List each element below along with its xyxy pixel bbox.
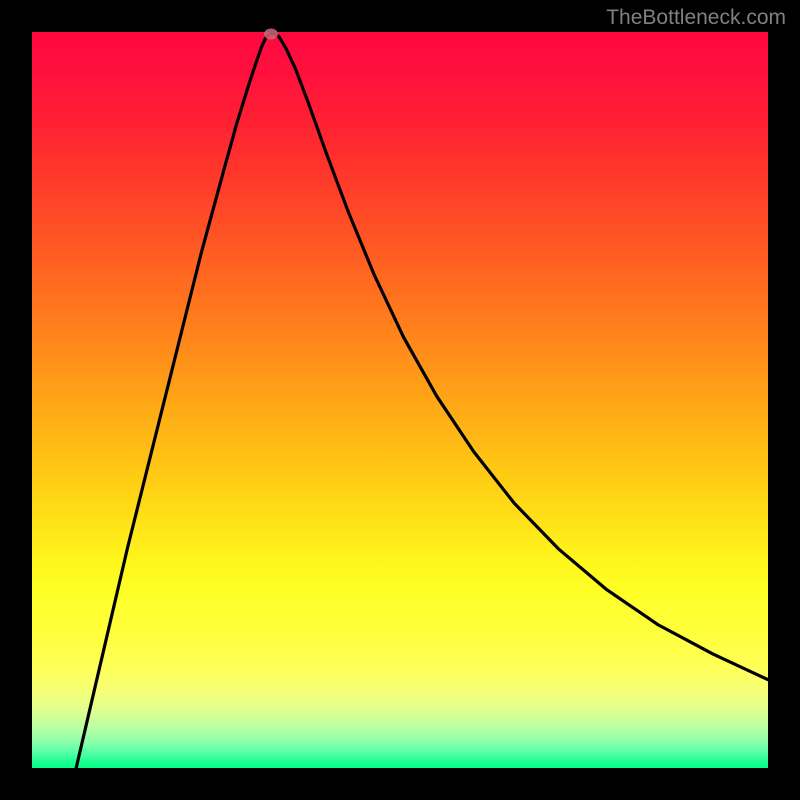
bottleneck-curve [76, 33, 768, 768]
optimal-point-marker [264, 29, 278, 40]
plot-region [32, 32, 768, 768]
watermark-text: TheBottleneck.com [606, 6, 786, 30]
curve-layer [32, 32, 768, 768]
